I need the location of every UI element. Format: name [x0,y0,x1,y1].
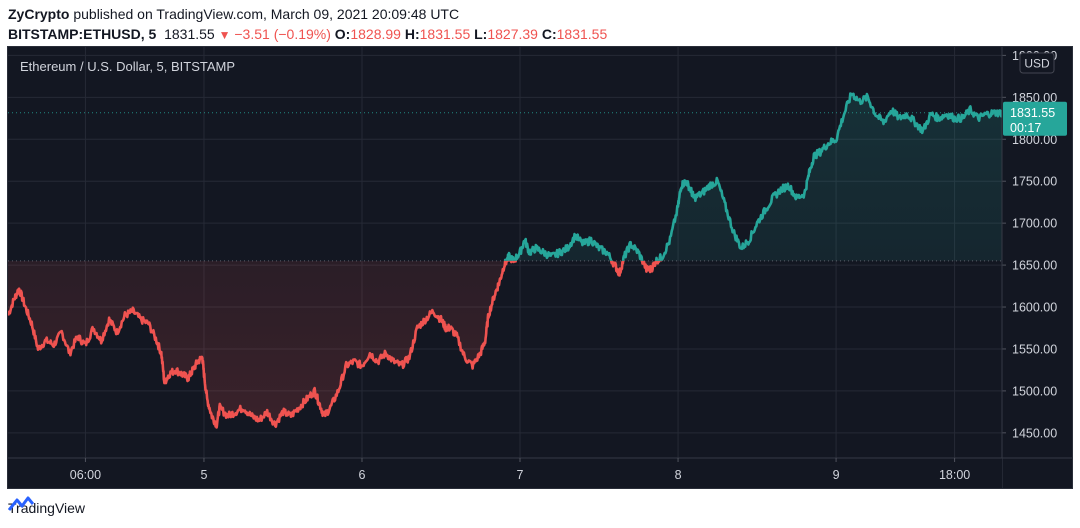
publish-info: published on TradingView.com, March 09, … [69,6,460,22]
x-tick-label: 9 [833,468,840,482]
bar-countdown: 00:17 [1010,121,1041,135]
chart-title: Ethereum / U.S. Dollar, 5, BITSTAMP [20,59,235,74]
series-line-up [503,92,1002,261]
symbol-label: BITSTAMP:ETHUSD, 5 [8,26,157,42]
last-price-badge: 1831.55 00:17 [1003,101,1067,136]
ohlc-line: BITSTAMP:ETHUSD, 5 1831.55 ▼ −3.51 (−0.1… [8,24,1072,45]
publish-header: ZyCrypto published on TradingView.com, M… [8,4,1072,45]
y-tick-label: 1450.00 [1012,426,1057,440]
area-above-baseline [505,93,1002,261]
y-tick-label: 1500.00 [1012,384,1057,398]
open-label: O: [334,26,351,42]
close-value: 1831.55 [556,26,608,42]
time-axis[interactable]: 06:00 5 6 7 8 9 18:00 [8,457,1072,488]
baseline-fills [8,93,1002,428]
high-value: 1831.55 [419,26,471,42]
y-tick-label: 1650.00 [1012,259,1057,273]
y-tick-label: 1550.00 [1012,342,1057,356]
area-below-baseline [8,260,1002,428]
footer: TradingView [8,496,85,520]
down-triangle-icon: ▼ [218,28,231,42]
y-tick-label: 1800.00 [1012,133,1057,147]
series-line-down [8,260,663,429]
footer-brand[interactable]: TradingView [8,500,86,516]
x-tick-label: 8 [675,468,682,482]
price-change: −3.51 (−0.19%) [234,26,331,42]
currency-label: USD [1024,57,1050,71]
author-name[interactable]: ZyCrypto [8,6,70,22]
x-tick-label: 18:00 [939,468,970,482]
low-value: 1827.39 [487,26,538,42]
x-tick-label: 06:00 [70,468,101,482]
last-price-text: 1831.55 [164,26,215,42]
price-chart[interactable]: 1450.00 1500.00 1550.00 1600.00 1650.00 1700.… [8,47,1072,488]
y-tick-label: 1600.00 [1012,301,1057,315]
high-label: H: [404,26,420,42]
publish-line: ZyCrypto published on TradingView.com, M… [8,4,1072,24]
y-tick-label: 1750.00 [1012,175,1057,189]
open-value: 1828.99 [350,26,401,42]
y-tick-label: 1850.00 [1012,91,1057,105]
currency-button[interactable]: USD [1019,52,1055,74]
price-series [8,92,1002,429]
chart-frame[interactable]: 1450.00 1500.00 1550.00 1600.00 1650.00 1700.… [7,46,1073,489]
low-label: L: [474,26,488,42]
x-tick-label: 5 [200,468,207,482]
tradingview-logo-icon [8,496,34,511]
x-tick-label: 6 [359,468,366,482]
close-label: C: [541,26,557,42]
y-tick-label: 1700.00 [1012,217,1057,231]
x-tick-label: 7 [517,468,524,482]
last-price-label: 1831.55 [1010,106,1055,120]
